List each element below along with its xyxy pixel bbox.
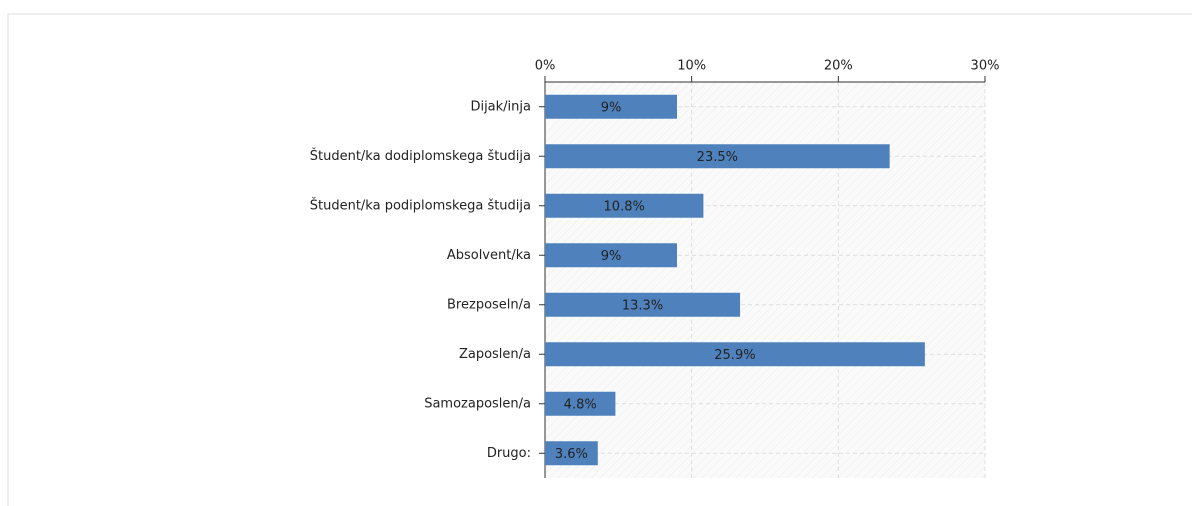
y-tick-label: Študent/ka podiplomskega študija — [310, 197, 531, 213]
y-tick-label: Študent/ka dodiplomskega študija — [310, 148, 531, 164]
y-tick-label: Samozaposlen/a — [424, 396, 531, 411]
y-tick-label: Dijak/inja — [470, 99, 531, 114]
y-tick-label: Brezposeln/a — [447, 297, 531, 312]
frame — [7, 13, 1192, 506]
value-label: 13.3% — [622, 298, 663, 313]
bar — [545, 94, 677, 119]
bar — [545, 441, 598, 466]
x-tick-label: 20% — [824, 59, 853, 74]
plot-area — [545, 82, 985, 478]
y-tick-label: Zaposlen/a — [459, 347, 531, 362]
y-tick-label: Drugo: — [487, 446, 531, 461]
value-label: 3.6% — [555, 447, 588, 462]
value-label: 9% — [601, 249, 622, 264]
value-label: 10.8% — [604, 199, 645, 214]
y-tick-label: Absolvent/ka — [447, 248, 531, 263]
bar — [545, 292, 741, 317]
value-label: 25.9% — [714, 348, 755, 363]
x-tick-label: 10% — [677, 59, 706, 74]
value-label: 23.5% — [697, 150, 738, 165]
value-label: 9% — [601, 100, 622, 115]
bar — [545, 144, 890, 169]
x-tick-label: 30% — [971, 59, 1000, 74]
bar — [545, 391, 616, 416]
bar — [545, 193, 704, 218]
bar — [545, 342, 925, 367]
x-tick-label: 0% — [535, 59, 556, 74]
bar — [545, 243, 677, 268]
value-label: 4.8% — [564, 397, 597, 412]
